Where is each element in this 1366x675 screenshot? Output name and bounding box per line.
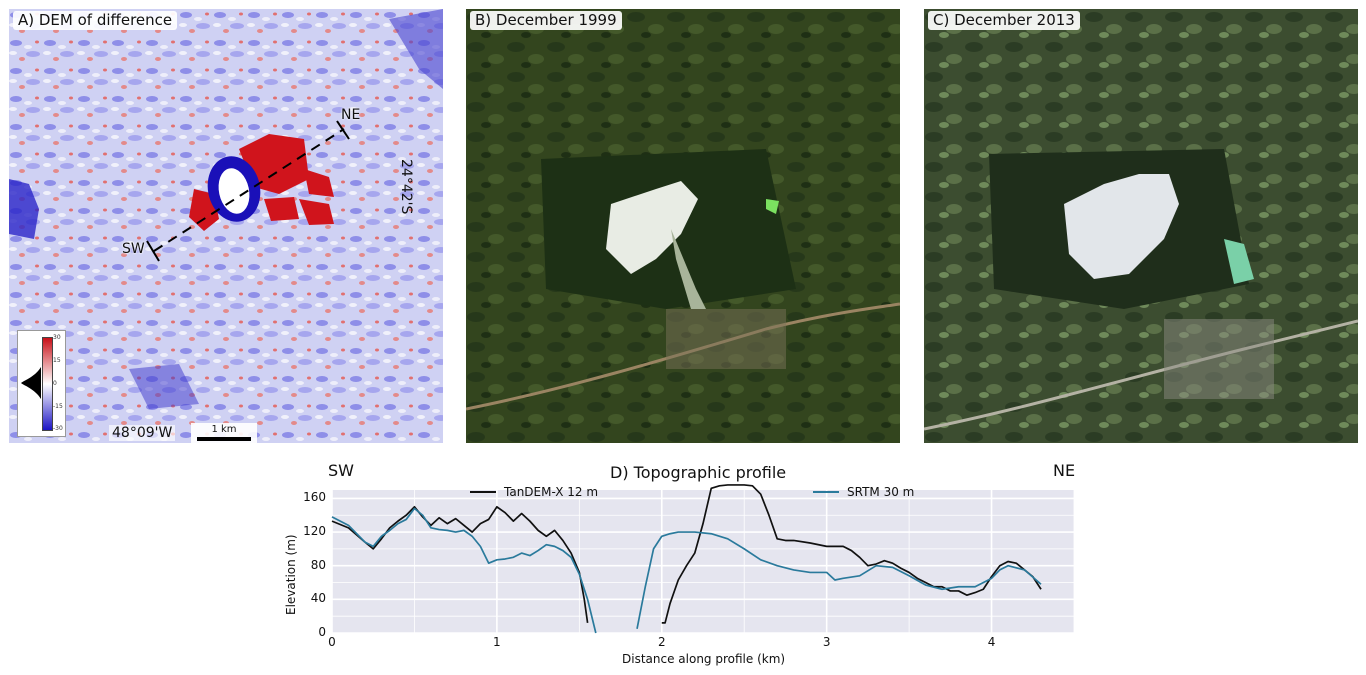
colorbar-tick: -30: [53, 425, 63, 432]
colorbar-tick: 0: [53, 380, 57, 387]
srtm-profile-line: [331, 507, 597, 634]
colorbar-tick: -15: [53, 403, 63, 410]
srtm-profile-line: [636, 531, 1042, 629]
legend-swatch-black: [470, 491, 496, 493]
profile-start-label: SW: [122, 241, 145, 257]
y-tick-label: 160: [303, 490, 326, 505]
topographic-profile-chart: D) Topographic profile SW NE TanDEM-X 12…: [280, 455, 1100, 673]
x-axis-label: Distance along profile (km): [622, 652, 786, 666]
panel-b-label: B) December 1999: [470, 11, 622, 30]
legend-item-tandem: TanDEM-X 12 m: [470, 485, 598, 499]
legend-label-tandem: TanDEM-X 12 m: [504, 485, 599, 499]
y-tick-label: 0: [318, 625, 326, 639]
satellite-2013-panel: C) December 2013: [924, 9, 1358, 443]
legend-swatch-teal: [813, 491, 839, 493]
profile-plot-area: [331, 484, 1075, 634]
tandem-profile-line: [331, 505, 589, 624]
x-tick-label: 0: [328, 635, 336, 649]
satellite-image-2013: [924, 9, 1358, 443]
satellite-image-1999: [466, 9, 900, 443]
tandem-profile-line: [661, 484, 1042, 624]
legend-item-srtm: SRTM 30 m: [813, 485, 914, 499]
y-tick-label: 40: [310, 591, 326, 606]
series-lines: [331, 484, 1042, 634]
profile-ne-label: NE: [1053, 461, 1076, 480]
histogram-icon: [21, 367, 41, 399]
x-tick-label: 1: [493, 635, 501, 649]
colorbar-tick: 30: [53, 334, 61, 341]
scale-bar: 1 km: [191, 423, 257, 443]
latitude-label: 24°42'S: [398, 159, 414, 215]
longitude-label: 48°09'W: [109, 425, 176, 441]
y-tick-label: 120: [303, 524, 326, 539]
colorbar-tick: 15: [53, 357, 61, 364]
dem-difference-panel: A) DEM of difference SW NE 48°09'W 24°42…: [9, 9, 443, 443]
plot-background: [332, 490, 1074, 633]
panel-c-label: C) December 2013: [928, 11, 1080, 30]
x-tick-label: 2: [657, 635, 666, 649]
colorbar-legend: 30 15 0 -15 -30: [17, 330, 66, 437]
satellite-1999-panel: B) December 1999: [466, 9, 900, 443]
x-tick-label: 4: [987, 635, 996, 649]
profile-end-label: NE: [341, 107, 361, 123]
x-tick-label: 3: [822, 635, 831, 649]
dem-difference-map: [9, 9, 443, 443]
scale-bar-label: 1 km: [211, 424, 237, 435]
scale-bar-line: [197, 437, 251, 441]
y-tick-label: 80: [310, 557, 326, 572]
legend-label-srtm: SRTM 30 m: [847, 485, 915, 499]
chart-title: D) Topographic profile: [610, 463, 787, 482]
panel-a-label: A) DEM of difference: [13, 11, 178, 30]
colorbar-gradient: [42, 337, 53, 431]
profile-sw-label: SW: [328, 461, 354, 480]
